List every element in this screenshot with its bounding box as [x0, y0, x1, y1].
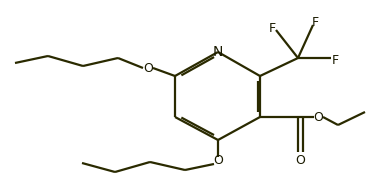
Text: O: O	[213, 153, 223, 166]
Text: F: F	[269, 22, 276, 34]
Text: F: F	[331, 54, 339, 67]
Text: F: F	[312, 15, 319, 28]
Text: N: N	[213, 45, 223, 59]
Text: O: O	[143, 62, 153, 75]
Text: O: O	[313, 110, 323, 124]
Text: O: O	[295, 153, 305, 166]
